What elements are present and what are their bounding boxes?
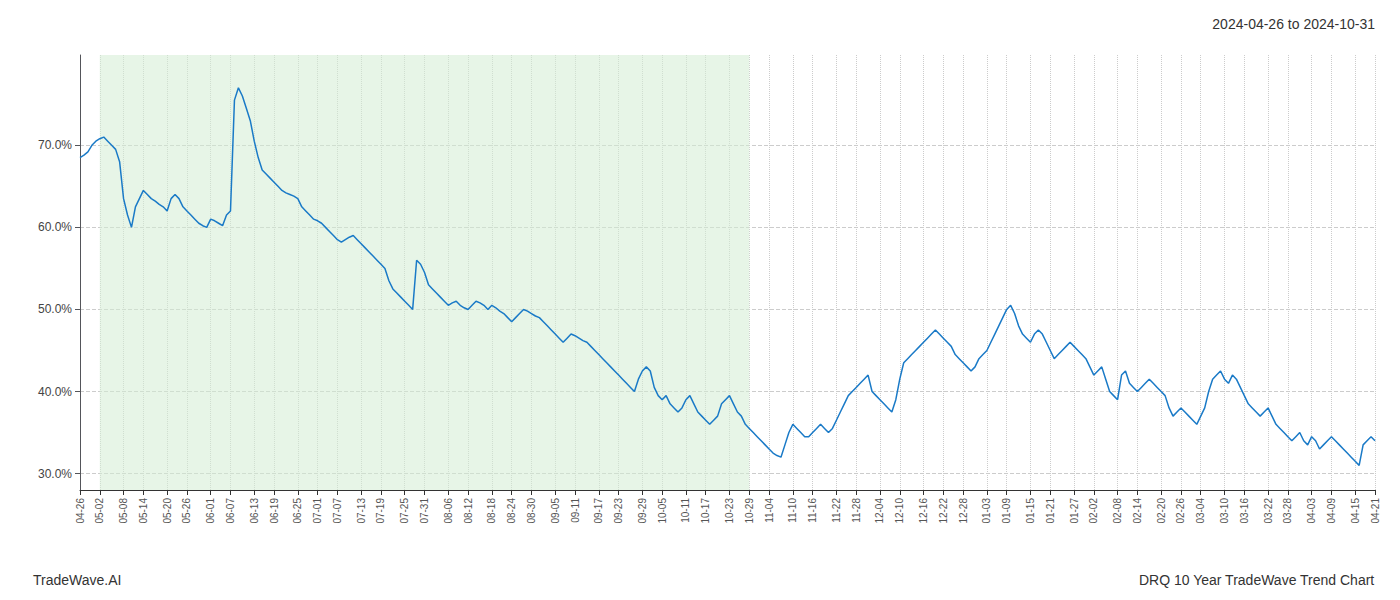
svg-text:05-14: 05-14 xyxy=(138,498,149,524)
svg-text:05-20: 05-20 xyxy=(162,498,173,524)
svg-text:03-16: 03-16 xyxy=(1239,498,1250,524)
svg-text:08-12: 08-12 xyxy=(463,498,474,524)
svg-text:02-20: 02-20 xyxy=(1156,498,1167,524)
svg-text:09-11: 09-11 xyxy=(570,498,581,523)
svg-text:02-14: 02-14 xyxy=(1132,498,1143,524)
svg-text:04-21: 04-21 xyxy=(1370,498,1381,524)
svg-text:08-30: 08-30 xyxy=(526,498,537,524)
svg-text:02-02: 02-02 xyxy=(1088,498,1099,524)
svg-text:06-25: 06-25 xyxy=(292,498,303,524)
svg-text:10-05: 10-05 xyxy=(657,498,668,524)
svg-text:06-19: 06-19 xyxy=(269,498,280,524)
svg-text:11-22: 11-22 xyxy=(831,498,842,523)
svg-text:2024-04-26 to 2024-10-31: 2024-04-26 to 2024-10-31 xyxy=(1212,16,1375,32)
svg-text:08-06: 08-06 xyxy=(443,498,454,524)
svg-text:12-22: 12-22 xyxy=(938,498,949,524)
svg-text:12-28: 12-28 xyxy=(958,498,969,524)
svg-text:09-17: 09-17 xyxy=(593,498,604,524)
svg-text:07-01: 07-01 xyxy=(312,498,323,524)
svg-text:03-22: 03-22 xyxy=(1263,498,1274,524)
svg-text:03-04: 03-04 xyxy=(1195,498,1206,524)
svg-text:01-15: 01-15 xyxy=(1025,498,1036,524)
svg-text:06-13: 06-13 xyxy=(249,498,260,524)
svg-text:11-16: 11-16 xyxy=(807,498,818,523)
svg-text:04-09: 04-09 xyxy=(1326,498,1337,524)
svg-text:05-02: 05-02 xyxy=(94,498,105,524)
svg-text:07-13: 07-13 xyxy=(356,498,367,524)
svg-text:03-10: 03-10 xyxy=(1219,498,1230,524)
svg-text:11-28: 11-28 xyxy=(851,498,862,523)
svg-text:60.0%: 60.0% xyxy=(38,220,72,234)
svg-text:10-11: 10-11 xyxy=(680,498,691,523)
svg-text:10-23: 10-23 xyxy=(724,498,735,524)
svg-text:30.0%: 30.0% xyxy=(38,467,72,481)
svg-text:11-04: 11-04 xyxy=(764,498,775,523)
svg-text:04-26: 04-26 xyxy=(75,498,86,524)
svg-text:70.0%: 70.0% xyxy=(38,138,72,152)
svg-text:10-17: 10-17 xyxy=(700,498,711,524)
svg-text:12-16: 12-16 xyxy=(918,498,929,524)
svg-text:07-19: 07-19 xyxy=(375,498,386,524)
svg-text:01-27: 01-27 xyxy=(1069,498,1080,524)
svg-text:02-26: 02-26 xyxy=(1175,498,1186,524)
svg-text:40.0%: 40.0% xyxy=(38,385,72,399)
svg-text:07-07: 07-07 xyxy=(332,498,343,524)
svg-text:08-24: 08-24 xyxy=(506,498,517,524)
svg-text:04-15: 04-15 xyxy=(1350,498,1361,524)
svg-text:04-03: 04-03 xyxy=(1306,498,1317,524)
svg-text:07-25: 07-25 xyxy=(399,498,410,524)
svg-text:11-10: 11-10 xyxy=(787,498,798,523)
svg-text:TradeWave.AI: TradeWave.AI xyxy=(33,572,121,588)
svg-text:05-26: 05-26 xyxy=(181,498,192,524)
svg-text:07-31: 07-31 xyxy=(419,498,430,524)
svg-text:05-08: 05-08 xyxy=(118,498,129,524)
svg-text:09-05: 09-05 xyxy=(550,498,561,524)
svg-text:01-09: 01-09 xyxy=(1001,498,1012,524)
svg-text:06-01: 06-01 xyxy=(205,498,216,524)
svg-text:12-10: 12-10 xyxy=(894,498,905,524)
svg-text:01-03: 01-03 xyxy=(981,498,992,524)
svg-text:DRQ 10 Year TradeWave Trend Ch: DRQ 10 Year TradeWave Trend Chart xyxy=(1139,572,1374,588)
svg-text:09-29: 09-29 xyxy=(637,498,648,524)
svg-text:06-07: 06-07 xyxy=(225,498,236,524)
svg-text:09-23: 09-23 xyxy=(613,498,624,524)
svg-text:08-18: 08-18 xyxy=(486,498,497,524)
svg-text:03-28: 03-28 xyxy=(1282,498,1293,524)
svg-text:10-29: 10-29 xyxy=(744,498,755,524)
svg-text:01-21: 01-21 xyxy=(1045,498,1056,524)
svg-text:50.0%: 50.0% xyxy=(38,302,72,316)
svg-text:02-08: 02-08 xyxy=(1112,498,1123,524)
svg-text:12-04: 12-04 xyxy=(874,498,885,524)
